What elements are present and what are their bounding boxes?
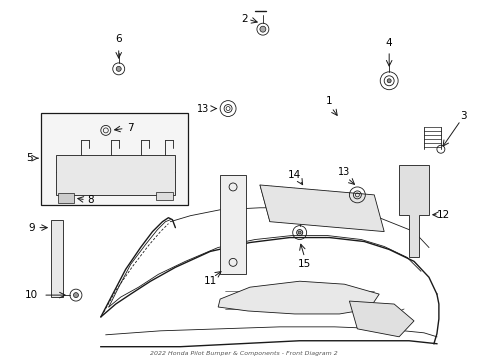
Text: 6: 6 bbox=[115, 34, 122, 44]
Polygon shape bbox=[398, 165, 428, 257]
Circle shape bbox=[298, 231, 301, 234]
Polygon shape bbox=[349, 301, 413, 337]
Bar bbox=[51, 220, 63, 297]
Circle shape bbox=[260, 26, 265, 32]
Text: 2022 Honda Pilot Bumper & Components - Front Diagram 2: 2022 Honda Pilot Bumper & Components - F… bbox=[150, 351, 337, 356]
Text: 9: 9 bbox=[28, 222, 35, 233]
Text: 8: 8 bbox=[87, 195, 94, 205]
Text: 12: 12 bbox=[436, 210, 449, 220]
Text: 3: 3 bbox=[460, 112, 466, 121]
Text: 4: 4 bbox=[385, 38, 392, 48]
Polygon shape bbox=[218, 281, 379, 314]
Polygon shape bbox=[260, 185, 384, 231]
Text: 13: 13 bbox=[338, 167, 350, 177]
Text: 11: 11 bbox=[203, 276, 216, 286]
Text: 13: 13 bbox=[197, 104, 209, 113]
Text: 7: 7 bbox=[127, 123, 134, 134]
Bar bbox=[220, 175, 245, 274]
Text: 1: 1 bbox=[325, 96, 332, 105]
Text: 14: 14 bbox=[287, 170, 301, 180]
Bar bbox=[58, 193, 74, 203]
Circle shape bbox=[116, 66, 121, 71]
Text: 2: 2 bbox=[241, 14, 248, 24]
Text: 10: 10 bbox=[24, 290, 38, 300]
Text: 15: 15 bbox=[297, 259, 311, 269]
Circle shape bbox=[73, 293, 78, 298]
Bar bbox=[56, 155, 175, 195]
Bar bbox=[41, 113, 188, 205]
Bar bbox=[155, 192, 173, 200]
Text: 5: 5 bbox=[26, 153, 33, 163]
Circle shape bbox=[386, 79, 390, 83]
